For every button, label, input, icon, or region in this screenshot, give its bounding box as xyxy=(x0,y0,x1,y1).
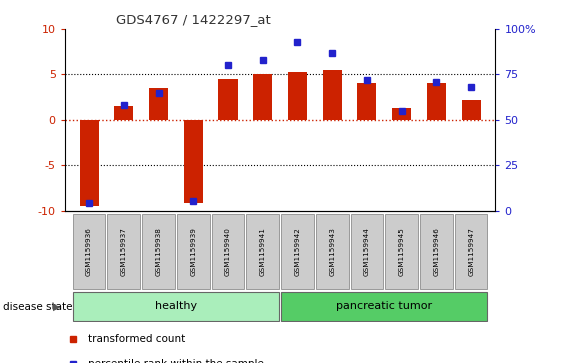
Text: GSM1159936: GSM1159936 xyxy=(86,227,92,276)
FancyBboxPatch shape xyxy=(247,214,279,289)
Bar xyxy=(427,83,446,120)
FancyBboxPatch shape xyxy=(351,214,383,289)
FancyBboxPatch shape xyxy=(177,214,209,289)
Text: GSM1159938: GSM1159938 xyxy=(155,227,162,276)
Bar xyxy=(462,100,481,120)
Bar xyxy=(79,120,99,206)
Bar xyxy=(149,88,168,120)
Text: GSM1159943: GSM1159943 xyxy=(329,227,335,276)
FancyBboxPatch shape xyxy=(281,214,314,289)
Bar xyxy=(288,72,307,120)
Text: pancreatic tumor: pancreatic tumor xyxy=(336,301,432,311)
Bar xyxy=(114,106,133,120)
Text: GSM1159945: GSM1159945 xyxy=(399,227,405,276)
Text: GSM1159941: GSM1159941 xyxy=(260,227,266,276)
Text: healthy: healthy xyxy=(155,301,197,311)
Bar xyxy=(218,79,238,120)
Text: GSM1159946: GSM1159946 xyxy=(434,227,439,276)
Text: ▶: ▶ xyxy=(52,302,60,312)
Text: GSM1159940: GSM1159940 xyxy=(225,227,231,276)
FancyBboxPatch shape xyxy=(385,214,418,289)
Bar xyxy=(253,74,272,120)
Text: percentile rank within the sample: percentile rank within the sample xyxy=(88,359,264,363)
FancyBboxPatch shape xyxy=(316,214,348,289)
Text: GSM1159947: GSM1159947 xyxy=(468,227,474,276)
FancyBboxPatch shape xyxy=(142,214,175,289)
Bar xyxy=(184,120,203,203)
Text: GDS4767 / 1422297_at: GDS4767 / 1422297_at xyxy=(117,13,271,26)
Bar xyxy=(323,70,342,120)
FancyBboxPatch shape xyxy=(73,293,279,321)
Text: GSM1159937: GSM1159937 xyxy=(121,227,127,276)
Text: GSM1159939: GSM1159939 xyxy=(190,227,196,276)
FancyBboxPatch shape xyxy=(420,214,453,289)
Bar xyxy=(358,83,377,120)
FancyBboxPatch shape xyxy=(108,214,140,289)
FancyBboxPatch shape xyxy=(281,293,488,321)
Bar xyxy=(392,108,411,120)
Text: GSM1159942: GSM1159942 xyxy=(294,227,301,276)
FancyBboxPatch shape xyxy=(73,214,105,289)
Text: GSM1159944: GSM1159944 xyxy=(364,227,370,276)
Text: transformed count: transformed count xyxy=(88,334,186,344)
FancyBboxPatch shape xyxy=(212,214,244,289)
Text: disease state: disease state xyxy=(3,302,72,312)
FancyBboxPatch shape xyxy=(455,214,488,289)
